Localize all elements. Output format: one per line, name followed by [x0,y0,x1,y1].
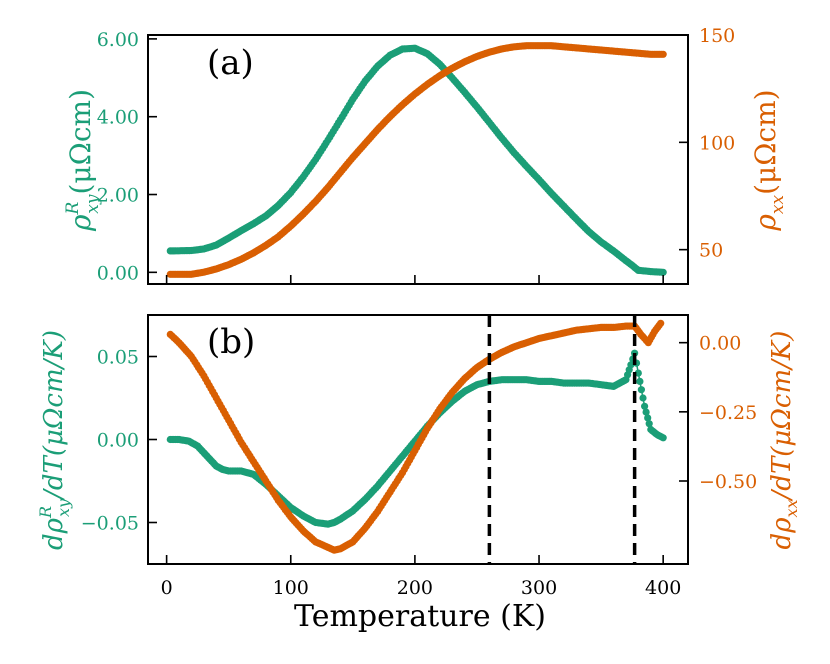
panel-b-right-axis-title: dρxx/dT(μΩcm/K) [767,331,801,550]
x-tick-label: 300 [521,577,557,599]
right-tick-label: −0.50 [699,471,757,493]
right-tick-label: 150 [699,25,735,47]
d_rho_xy_R_dT-point [641,402,649,410]
d_rho_xx_dT-point [657,319,665,327]
left-tick-label: 0.00 [97,430,139,452]
panel-b-left-ticks: −0.05 0.00 0.05 [81,347,157,535]
left-tick-label: −0.05 [81,513,139,535]
d_rho_xy_R_dT-point [639,394,647,402]
d_rho_xy_R_dT-point [645,420,653,428]
panel-a-right-ticks: 50 100 150 [679,25,735,262]
d_rho_xy_R_dT-point [634,369,642,377]
right-tick-label: −0.25 [699,402,757,424]
d_rho_xy_R_dT-point [627,361,635,369]
panel-a-x-ticks [165,275,664,284]
x-tick-label: 200 [397,577,433,599]
panel-b-right-ticks: −0.50 −0.25 0.00 [679,333,757,493]
d_rho_xy_R_dT-point [644,414,652,422]
panel-b-x-ticks: 0 100 200 300 400 [161,555,681,599]
left-tick-label: 4.00 [97,107,139,129]
panel-a-right-axis-title: ρxx(μΩcm) [749,89,788,231]
panel-a-frame [147,34,689,285]
panel-a-orange-points [166,42,667,278]
panel-b-orange-points [166,319,665,554]
panel-b: −0.05 0.00 0.05 −0.50 −0.25 0.00 0 100 200 300 4… [36,314,801,634]
left-tick-label: 2.00 [97,185,139,207]
panel-b-vertical-lines [487,315,637,564]
rho_xx-point [659,50,667,58]
x-tick-label: 100 [273,577,309,599]
panel-a-green-points [166,44,667,276]
d_rho_xy_R_dT-point [636,377,644,385]
panel-a-label: (a) [207,43,254,83]
right-tick-label: 50 [699,240,723,262]
x-tick-label: 400 [645,577,681,599]
right-tick-label: 100 [699,132,735,154]
panel-a-left-ticks: 0.00 2.00 4.00 6.00 [97,29,157,284]
panel-b-left-axis-title: dρRxy/dT(μΩcm/K) [36,330,73,550]
d_rho_xy_R_dT-point [659,434,667,442]
x-axis-title: Temperature (K) [294,599,546,634]
d_rho_xy_R_dT-point [642,408,650,416]
panel-a: 0.00 2.00 4.00 6.00 50 100 150 (a) ρRxy(μΩcm)… [63,25,788,285]
rho_xy_R-point [659,268,667,276]
d_rho_xy_R_dT-point [637,386,646,394]
panel-b-label: (b) [207,322,255,362]
x-tick-label: 0 [161,577,173,599]
left-tick-label: 0.05 [97,347,139,369]
panel-a-left-axis-title: ρRxy(μΩcm) [63,89,103,232]
left-tick-label: 6.00 [97,29,139,51]
left-tick-label: 0.00 [97,262,139,284]
right-tick-label: 0.00 [699,333,741,355]
